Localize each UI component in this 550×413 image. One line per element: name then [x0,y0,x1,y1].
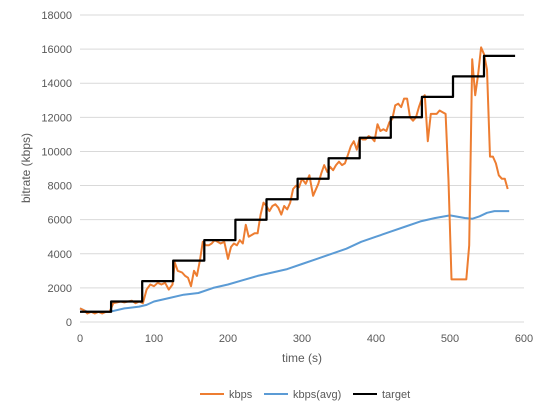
x-tick-label: 0 [77,333,83,345]
x-tick-label: 400 [367,333,385,345]
y-tick-label: 6000 [48,215,72,227]
y-tick-label: 16000 [41,44,72,56]
series-line-kbps-avg [79,210,510,313]
x-tick-label: 300 [293,333,311,345]
y-tick-label: 18000 [41,10,72,22]
y-axis-title: bitrate (kbps) [19,133,33,203]
y-tick-label: 10000 [41,146,72,158]
x-axis-title: time (s) [282,351,322,365]
x-tick-label: 100 [145,333,163,345]
series-lines [79,46,516,315]
y-axis-ticks: 0 2000 4000 6000 8000 10000 12000 14000 16000 180… [41,10,72,329]
y-tick-label: 0 [66,317,72,329]
legend-label: kbps [229,389,253,401]
series-line-kbps [79,46,509,315]
x-tick-label: 500 [441,333,459,345]
x-tick-label: 200 [219,333,237,345]
y-tick-label: 4000 [48,249,72,261]
gridlines [80,14,524,323]
legend: kbps kbps(avg) target [200,389,410,401]
x-tick-label: 600 [515,333,533,345]
legend-label: target [382,389,410,401]
y-tick-label: 2000 [48,283,72,295]
x-axis-ticks: 0 100 200 300 400 500 600 [77,333,533,345]
series-line-target [80,54,516,313]
y-tick-label: 12000 [41,112,72,124]
y-tick-label: 14000 [41,78,72,90]
legend-label: kbps(avg) [293,389,341,401]
y-tick-label: 8000 [48,181,72,193]
